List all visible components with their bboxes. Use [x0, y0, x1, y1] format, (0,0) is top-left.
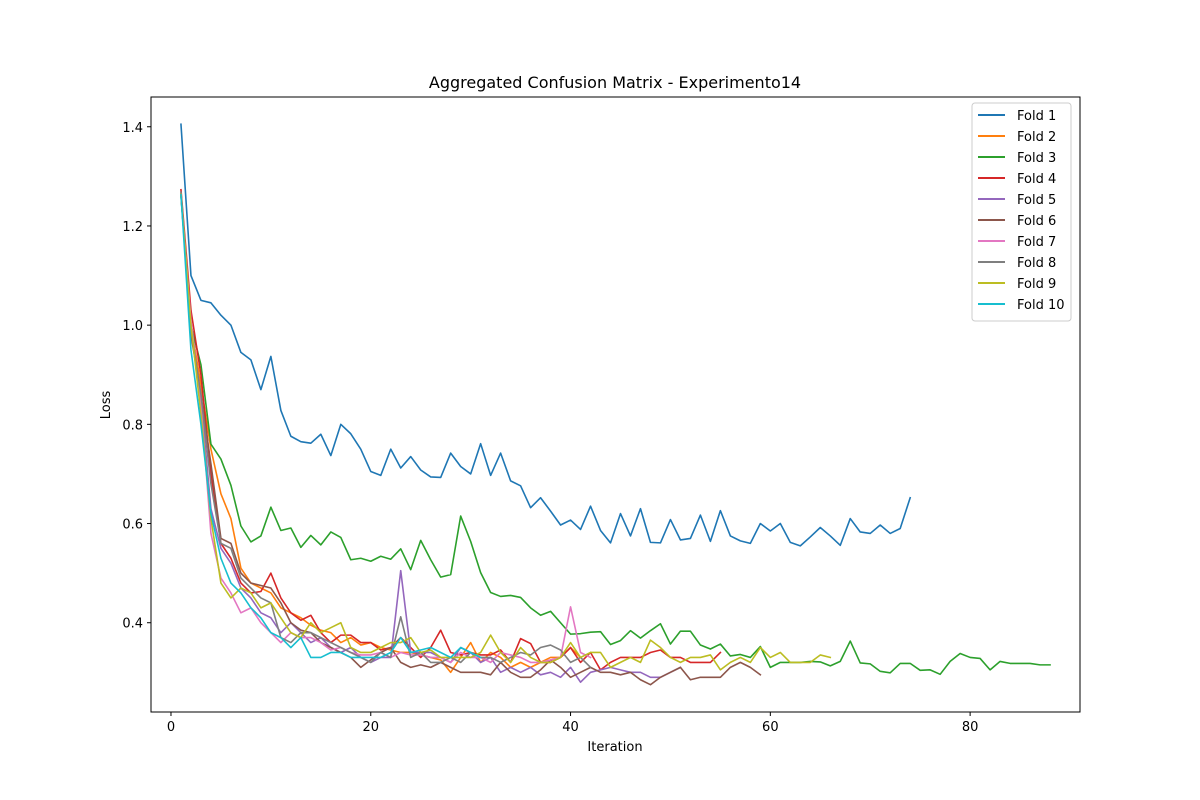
legend-label-fold-4: Fold 4 — [1017, 172, 1056, 187]
series-line-fold-1 — [180, 123, 912, 547]
y-tick-label: 0.4 — [122, 617, 143, 632]
series-line-fold-3 — [180, 195, 1051, 676]
x-axis-title: Iteration — [587, 740, 642, 755]
legend-label-fold-7: Fold 7 — [1017, 235, 1056, 250]
legend: Fold 1 Fold 2 Fold 3 Fold 4 Fold 5 Fold 6 Fold… — [971, 102, 1072, 322]
y-tick-label: 0.8 — [122, 418, 143, 433]
x-tick-label: 60 — [762, 720, 779, 735]
y-tick-label: 1.4 — [122, 121, 143, 136]
legend-label-fold-2: Fold 2 — [1017, 130, 1056, 145]
x-tick-label: 20 — [362, 720, 379, 735]
legend-label-fold-3: Fold 3 — [1017, 151, 1056, 166]
series-layer — [180, 123, 1051, 686]
legend-label-fold-6: Fold 6 — [1017, 214, 1056, 229]
y-axis: 0.4 0.6 0.8 1.0 1.2 1.4 — [122, 121, 151, 632]
plot-area — [150, 96, 1081, 713]
legend-label-fold-9: Fold 9 — [1017, 277, 1056, 292]
series-line-fold-9 — [180, 193, 832, 671]
y-tick-label: 1.2 — [122, 220, 143, 235]
y-tick-label: 0.6 — [122, 518, 143, 533]
legend-label-fold-5: Fold 5 — [1017, 193, 1056, 208]
legend-label-fold-10: Fold 10 — [1017, 298, 1065, 313]
series-line-fold-6 — [180, 192, 762, 686]
plot-frame — [150, 96, 1081, 713]
legend-label-fold-1: Fold 1 — [1017, 109, 1056, 124]
series-line-fold-10 — [180, 193, 482, 659]
legend-label-fold-8: Fold 8 — [1017, 256, 1056, 271]
x-tick-label: 0 — [167, 720, 175, 735]
x-axis: 0 20 40 60 80 — [167, 712, 979, 735]
x-tick-label: 80 — [962, 720, 979, 735]
x-tick-label: 40 — [562, 720, 579, 735]
chart-title: Aggregated Confusion Matrix - Experiment… — [429, 73, 801, 92]
y-tick-label: 1.0 — [122, 319, 143, 334]
y-axis-title: Loss — [99, 391, 114, 420]
